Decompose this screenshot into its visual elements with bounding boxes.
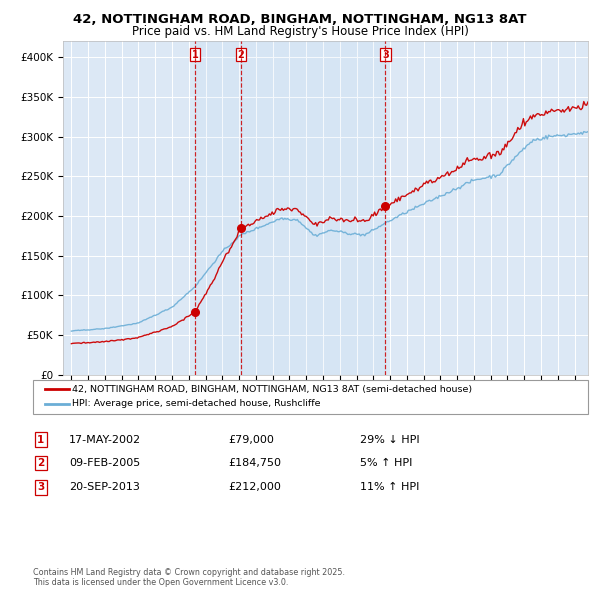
Text: Price paid vs. HM Land Registry's House Price Index (HPI): Price paid vs. HM Land Registry's House … (131, 25, 469, 38)
Text: 2: 2 (37, 458, 44, 468)
Text: 1: 1 (191, 50, 199, 60)
Text: 2: 2 (238, 50, 244, 60)
Text: 42, NOTTINGHAM ROAD, BINGHAM, NOTTINGHAM, NG13 8AT: 42, NOTTINGHAM ROAD, BINGHAM, NOTTINGHAM… (73, 13, 527, 26)
Text: 20-SEP-2013: 20-SEP-2013 (69, 483, 140, 492)
Text: £212,000: £212,000 (228, 483, 281, 492)
Bar (241, 41, 385, 375)
Text: 3: 3 (37, 483, 44, 492)
Text: Contains HM Land Registry data © Crown copyright and database right 2025.
This d: Contains HM Land Registry data © Crown c… (33, 568, 345, 587)
Text: 09-FEB-2005: 09-FEB-2005 (69, 458, 140, 468)
Text: 11% ↑ HPI: 11% ↑ HPI (360, 483, 419, 492)
Text: 17-MAY-2002: 17-MAY-2002 (69, 435, 141, 444)
Text: 5% ↑ HPI: 5% ↑ HPI (360, 458, 412, 468)
Text: 3: 3 (382, 50, 389, 60)
Text: 29% ↓ HPI: 29% ↓ HPI (360, 435, 419, 444)
Text: HPI: Average price, semi-detached house, Rushcliffe: HPI: Average price, semi-detached house,… (72, 399, 320, 408)
Bar (195, 41, 241, 375)
Text: £79,000: £79,000 (228, 435, 274, 444)
Text: 42, NOTTINGHAM ROAD, BINGHAM, NOTTINGHAM, NG13 8AT (semi-detached house): 42, NOTTINGHAM ROAD, BINGHAM, NOTTINGHAM… (72, 385, 472, 394)
Text: 1: 1 (37, 435, 44, 444)
Text: £184,750: £184,750 (228, 458, 281, 468)
